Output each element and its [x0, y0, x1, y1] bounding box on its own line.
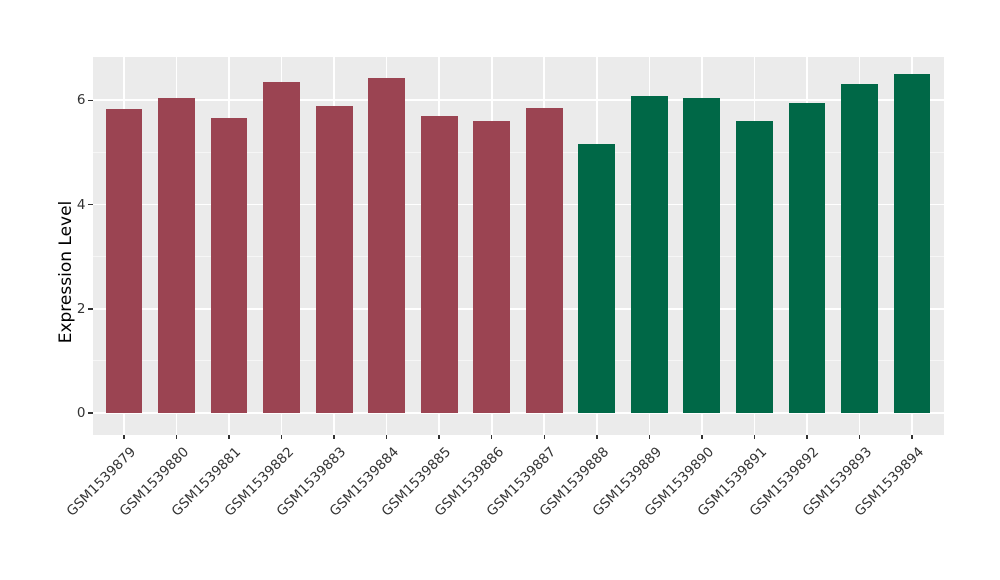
gridline-horizontal-major [92, 203, 944, 206]
x-tick-mark [596, 434, 598, 439]
y-tick-mark [88, 412, 93, 414]
bar-GSM1539889 [630, 96, 668, 414]
bar-GSM1539892 [788, 103, 826, 414]
gridline-horizontal-major [92, 99, 944, 102]
x-tick-mark [911, 434, 913, 439]
bar-GSM1539885 [420, 116, 458, 414]
gridline-horizontal-major [92, 308, 944, 310]
x-tick-mark [123, 434, 125, 439]
bar-GSM1539883 [315, 106, 353, 414]
x-tick-mark [543, 434, 545, 439]
gridline-horizontal-minor [92, 151, 944, 153]
gridline-horizontal-major [92, 412, 944, 414]
y-tick-label: 0 [76, 405, 86, 422]
x-tick-mark [858, 434, 861, 439]
bar-GSM1539888 [578, 143, 616, 414]
plot-panel [92, 56, 944, 435]
x-tick-mark [806, 434, 808, 439]
bar-GSM1539880 [158, 97, 195, 414]
y-tick-mark [88, 308, 93, 310]
x-tick-mark [438, 434, 440, 439]
bar-GSM1539879 [105, 109, 143, 414]
x-tick-mark [228, 434, 230, 439]
y-tick-label: 2 [76, 300, 86, 317]
bar-GSM1539891 [736, 121, 773, 414]
y-tick-mark [88, 203, 93, 206]
x-tick-mark [333, 434, 335, 439]
bar-GSM1539890 [683, 98, 721, 414]
gridline-horizontal-minor [92, 256, 944, 258]
y-tick-label: 6 [76, 92, 86, 109]
y-tick-mark [88, 99, 93, 102]
gridline-horizontal-minor [92, 360, 944, 362]
bar-GSM1539893 [841, 83, 878, 414]
bar-GSM1539886 [473, 121, 511, 414]
x-tick-mark [175, 434, 178, 439]
x-tick-mark [648, 434, 651, 439]
x-tick-mark [753, 434, 756, 439]
x-tick-mark [280, 434, 283, 439]
bar-GSM1539884 [368, 78, 406, 414]
x-tick-mark [701, 434, 703, 439]
x-tick-mark [385, 434, 388, 439]
bar-GSM1539894 [893, 73, 931, 414]
y-axis-title: Expression Level [56, 200, 76, 344]
bar-GSM1539882 [263, 81, 300, 414]
y-tick-label: 4 [76, 196, 86, 213]
bar-GSM1539887 [525, 107, 563, 414]
bar-GSM1539881 [210, 117, 248, 414]
x-tick-mark [490, 434, 493, 439]
